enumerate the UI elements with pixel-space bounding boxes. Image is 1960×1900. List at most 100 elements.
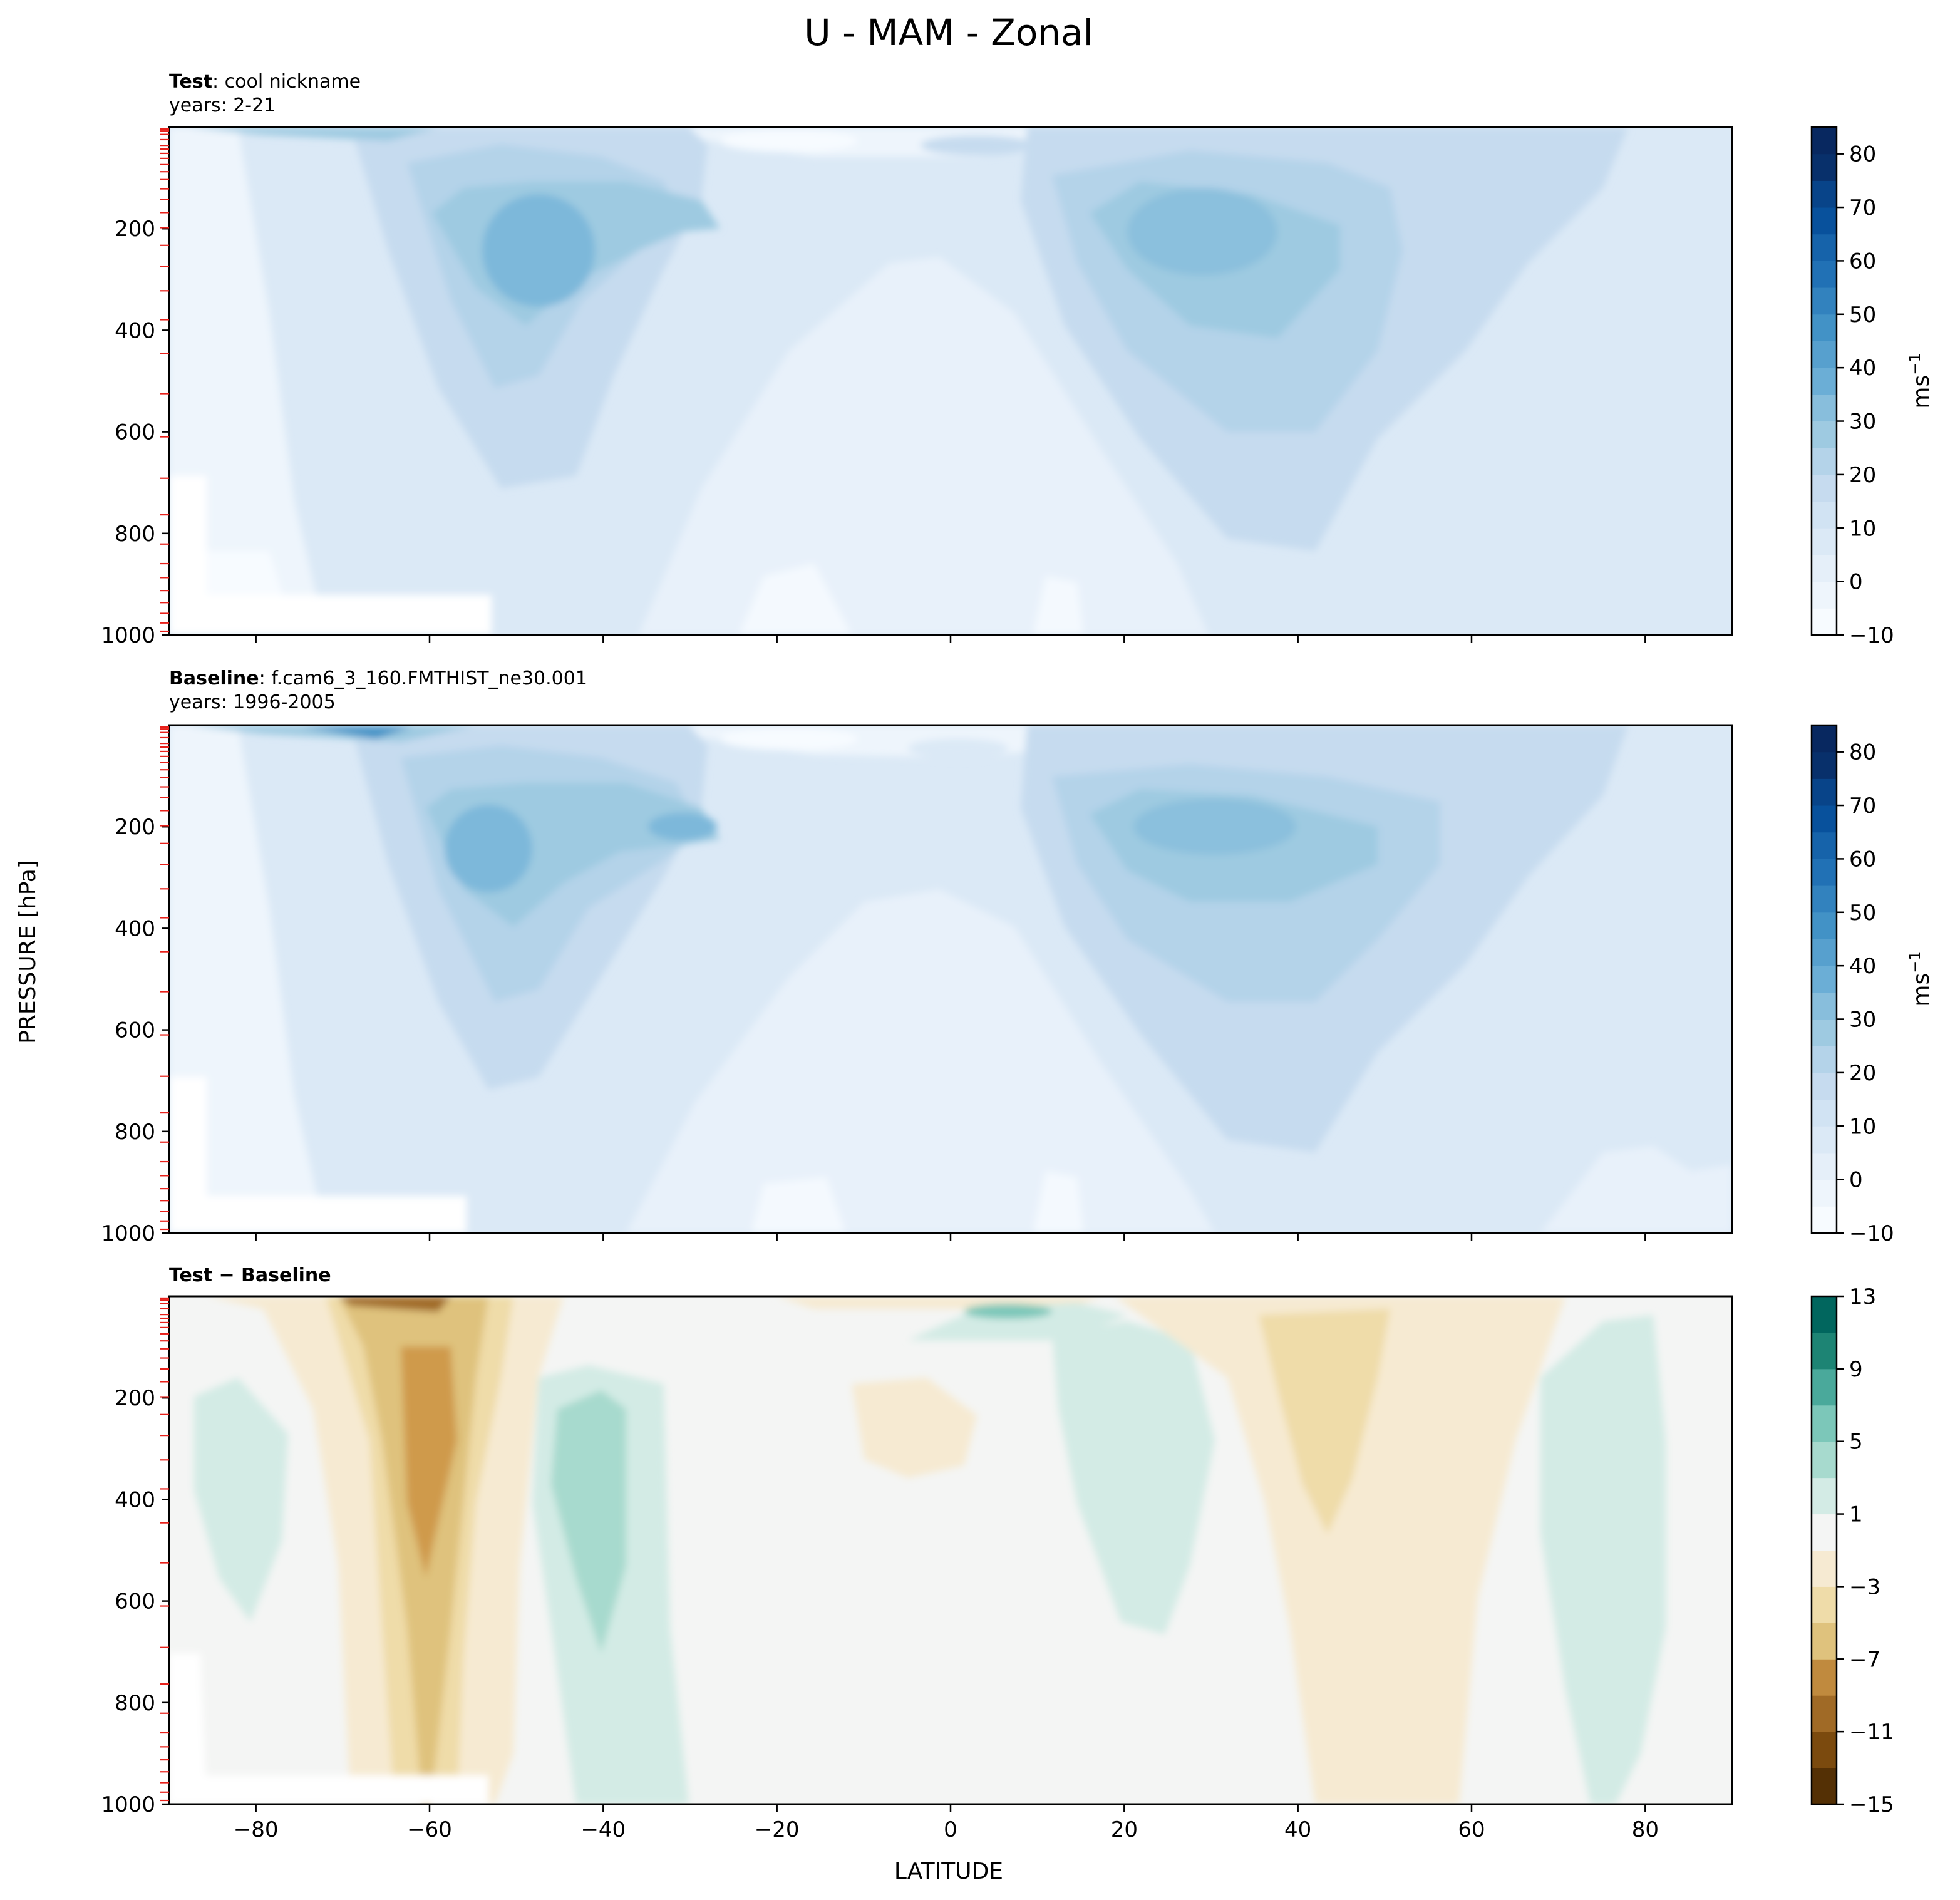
colorbar-swatch xyxy=(1812,885,1837,913)
colorbar-swatch xyxy=(1812,1477,1837,1515)
y-tick-label: 800 xyxy=(115,1691,155,1716)
colorbar-tick-label: 0 xyxy=(1849,570,1863,595)
colorbar-swatch xyxy=(1812,153,1837,181)
colorbar-tick-label: 70 xyxy=(1849,195,1876,220)
colorbar-swatch xyxy=(1812,1623,1837,1660)
colorbar-tick-label: 30 xyxy=(1849,1008,1876,1033)
colorbar-swatch xyxy=(1812,1046,1837,1073)
colorbar-tick-label: 5 xyxy=(1849,1430,1863,1455)
colorbar-swatch xyxy=(1812,1514,1837,1551)
y-tick-label: 400 xyxy=(115,916,155,941)
x-tick-label: −60 xyxy=(407,1817,452,1842)
y-tick-label: 400 xyxy=(115,1487,155,1512)
colorbar-swatch xyxy=(1812,421,1837,448)
y-tick-label: 1000 xyxy=(101,1792,155,1817)
colorbar-swatch xyxy=(1812,966,1837,993)
colorbar-swatch xyxy=(1812,608,1837,636)
colorbar-swatch xyxy=(1812,1019,1837,1046)
colorbar-test: −10 0 10 20 30 40 50 60 70 80 xyxy=(1810,126,1894,648)
y-axis-label: PRESSURE [hPa] xyxy=(15,860,41,1044)
colorbar-swatch xyxy=(1812,1099,1837,1127)
colorbar-swatch xyxy=(1812,859,1837,886)
colorbar-swatch xyxy=(1812,581,1837,609)
colorbar-swatch xyxy=(1812,832,1837,859)
colorbar-tick-label: −3 xyxy=(1849,1574,1880,1599)
colorbar-swatch xyxy=(1812,1405,1837,1442)
y-tick-label: 200 xyxy=(115,1386,155,1411)
colorbar-swatch xyxy=(1812,1332,1837,1370)
colorbar-swatch xyxy=(1812,1768,1837,1805)
colorbar-swatch xyxy=(1812,1550,1837,1587)
panel-difference-field xyxy=(169,1296,1732,1804)
y-tick-label: 200 xyxy=(115,217,155,242)
y-tick-label: 200 xyxy=(115,815,155,840)
panel-difference-axes: −80 −60 −40 −20 0 20 40 60 80 200 400 600 800 1000 xyxy=(101,1386,1658,1842)
colorbar-tick-label: 0 xyxy=(1849,1168,1863,1193)
colorbar-tick-label: −7 xyxy=(1849,1647,1880,1672)
colorbar-tick-label: −10 xyxy=(1849,623,1894,648)
colorbar-swatch xyxy=(1812,751,1837,779)
x-tick-label: 0 xyxy=(944,1817,957,1842)
y-tick-label: 600 xyxy=(115,1589,155,1614)
y-tick-label: 600 xyxy=(115,1018,155,1043)
colorbar-swatch xyxy=(1812,528,1837,555)
panel-baseline-field xyxy=(169,725,1732,1233)
colorbar-swatch xyxy=(1812,1152,1837,1180)
y-tick-label: 400 xyxy=(115,318,155,343)
colorbar-swatch xyxy=(1812,1296,1837,1333)
y-tick-label: 600 xyxy=(115,420,155,445)
colorbar-swatch xyxy=(1812,341,1837,368)
colorbar-tick-label: 30 xyxy=(1849,410,1876,435)
panel-difference-title: Test − Baseline xyxy=(169,1264,331,1286)
y-tick-label: 800 xyxy=(115,522,155,547)
x-tick-label: −20 xyxy=(755,1817,800,1842)
colorbar-tick-label: 50 xyxy=(1849,302,1876,328)
x-tick-label: −80 xyxy=(234,1817,279,1842)
colorbar-swatch xyxy=(1812,1072,1837,1100)
panel-difference: Test − Baseline xyxy=(101,1264,1733,1842)
colorbar-swatch xyxy=(1812,234,1837,261)
colorbar-tick-label: 40 xyxy=(1849,954,1876,979)
y-tick-label: 800 xyxy=(115,1120,155,1145)
colorbar-swatch xyxy=(1812,992,1837,1020)
colorbar-tick-label: 1 xyxy=(1849,1502,1863,1527)
colorbar-swatch xyxy=(1812,1126,1837,1154)
colorbar-tick-label: 10 xyxy=(1849,516,1876,541)
x-tick-label: 40 xyxy=(1284,1817,1311,1842)
colorbar-swatch xyxy=(1812,1695,1837,1732)
colorbar-swatch xyxy=(1812,261,1837,288)
colorbar-swatch xyxy=(1812,474,1837,502)
colorbar-baseline: −10 0 10 20 30 40 50 60 70 80 xyxy=(1810,724,1894,1246)
panel-baseline-title: Baseline: f.cam6_3_160.FMTHIST_ne30.001 xyxy=(169,668,587,689)
colorbar-tick-label: 60 xyxy=(1849,847,1876,872)
colorbar-tick-label: 70 xyxy=(1849,793,1876,818)
figure-title: U - MAM - Zonal xyxy=(804,11,1093,54)
x-tick-label: 60 xyxy=(1458,1817,1485,1842)
colorbar-difference: −15 −11 −7 −3 1 5 9 13 xyxy=(1810,1284,1894,1817)
panel-test-level-markers xyxy=(160,128,169,632)
colorbar-swatch xyxy=(1812,1586,1837,1623)
colorbar-test-label: ms−1 xyxy=(1906,353,1934,408)
colorbar-swatch xyxy=(1812,1732,1837,1768)
colorbar-swatch xyxy=(1812,1206,1837,1234)
colorbar-tick-label: −15 xyxy=(1849,1792,1894,1817)
colorbar-tick-label: 50 xyxy=(1849,901,1876,926)
colorbar-swatch xyxy=(1812,912,1837,939)
colorbar-swatch xyxy=(1812,368,1837,395)
colorbar-swatch xyxy=(1812,805,1837,833)
colorbar-frame xyxy=(1810,1295,1838,1805)
x-tick-label: −40 xyxy=(580,1817,626,1842)
panel-baseline-axes: 200 400 600 800 1000 xyxy=(101,815,1646,1246)
panel-baseline-subtitle: years: 1996-2005 xyxy=(169,691,336,713)
x-tick-label: 80 xyxy=(1632,1817,1659,1842)
panel-difference-level-markers xyxy=(160,1297,169,1802)
panel-baseline: Baseline: f.cam6_3_160.FMTHIST_ne30.001 … xyxy=(101,668,1733,1246)
colorbar-tick-label: 20 xyxy=(1849,1061,1876,1086)
colorbar-swatch xyxy=(1812,287,1837,315)
colorbar-tick-label: −10 xyxy=(1849,1221,1894,1246)
colorbar-swatch xyxy=(1812,394,1837,422)
colorbar-swatch xyxy=(1812,180,1837,208)
colorbar-frame xyxy=(1810,126,1838,636)
colorbar-tick-label: 20 xyxy=(1849,463,1876,488)
